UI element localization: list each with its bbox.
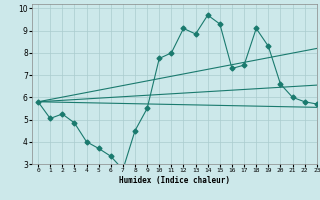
X-axis label: Humidex (Indice chaleur): Humidex (Indice chaleur) <box>119 176 230 185</box>
